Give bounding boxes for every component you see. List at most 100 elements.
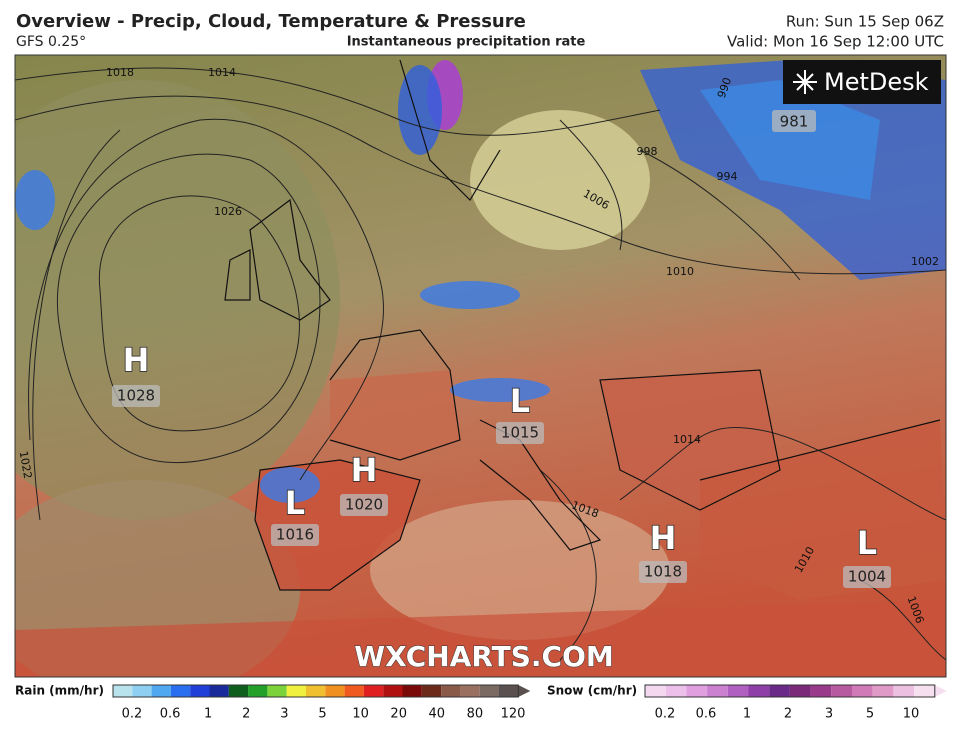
isobar-label: 998 <box>637 145 658 158</box>
valid-time: Valid: Mon 16 Sep 12:00 UTC <box>727 33 944 51</box>
rain-tick-label: 3 <box>280 707 288 722</box>
rain-tick-label: 0.6 <box>160 707 181 722</box>
map-area: 1018 1014 1026 1022 1006 1010 1002 994 9… <box>15 55 946 677</box>
logo-icon <box>793 70 817 94</box>
isobar-label: 1014 <box>208 66 236 79</box>
precipitation-area <box>700 80 880 200</box>
rain-scale <box>248 685 268 697</box>
pressure-value: 1028 <box>117 387 155 405</box>
snow-tick-label: 0.6 <box>696 707 717 722</box>
cloud-free-area <box>470 110 650 250</box>
rain-scale <box>209 685 229 697</box>
pressure-box <box>271 524 319 546</box>
snow-tick-label: 3 <box>825 707 833 722</box>
run-time: Run: Sun 15 Sep 06Z <box>786 13 944 31</box>
snow-scale <box>914 685 935 697</box>
snow-scale <box>665 685 687 697</box>
rain-scale <box>363 685 384 697</box>
pressure-letter: H <box>123 341 150 379</box>
rain-tick-label: 40 <box>429 707 446 722</box>
rain-tick-label: 10 <box>352 707 369 722</box>
logo: MetDesk <box>824 68 929 96</box>
precipitation-area <box>450 378 550 402</box>
rain-tick-label: 120 <box>501 707 526 722</box>
snow-scale <box>872 685 894 697</box>
rain-scale <box>460 685 480 697</box>
precipitation-area <box>398 65 442 155</box>
precipitation-area <box>420 281 520 309</box>
pressure-value: 1016 <box>276 526 314 544</box>
watermark: WXCHARTS.COM <box>354 640 614 673</box>
product: Instantaneous precipitation rate <box>347 35 586 50</box>
snow-scale <box>831 685 852 697</box>
rain-scale <box>344 685 364 697</box>
isobar-label: 1010 <box>666 265 694 278</box>
snow-tick-label: 1 <box>743 707 751 722</box>
model: GFS 0.25° <box>16 34 86 50</box>
pressure-letter: H <box>650 519 677 557</box>
snow-tick-label: 2 <box>784 707 792 722</box>
snow-scale-frame <box>644 684 936 698</box>
snow-scale <box>769 685 790 697</box>
isobar-label: 1018 <box>106 66 134 79</box>
rain-tick-label: 2 <box>242 707 250 722</box>
snow-scale-arrow <box>934 685 947 697</box>
rain-tick-label: 5 <box>318 707 326 722</box>
rain-scale <box>421 685 442 697</box>
pressure-letter: L <box>285 484 305 522</box>
pressure-box <box>843 566 891 588</box>
coastlines <box>224 59 941 591</box>
snow-scale <box>645 685 666 697</box>
pressure-box <box>112 385 160 407</box>
pressure-letter: L <box>510 382 530 420</box>
rain-scale <box>132 685 152 697</box>
low-value: 981 <box>780 113 809 131</box>
map-frame <box>14 54 947 678</box>
precipitation-area <box>15 170 55 230</box>
ocean-area <box>15 80 340 520</box>
rain-scale <box>499 685 519 697</box>
snow-scale <box>748 685 770 697</box>
rain-scale <box>228 685 249 697</box>
rain-scale <box>479 685 499 697</box>
rain-scale <box>113 685 133 697</box>
isobar-label: 1002 <box>911 255 939 268</box>
snow-scale <box>893 685 915 697</box>
snow-scale <box>810 685 832 697</box>
pressure-value: 1018 <box>644 563 682 581</box>
snow-tick-label: 0.2 <box>655 707 676 722</box>
rain-tick-label: 0.2 <box>122 707 143 722</box>
rain-scale-arrow <box>518 685 531 697</box>
rain-tick-label: 20 <box>390 707 407 722</box>
pressure-centers: H 1028 H 1020 L 1016 L 1015 H 1018 L 1004 <box>112 340 891 588</box>
snow-tick-label: 10 <box>903 707 920 722</box>
pressure-box <box>772 110 816 132</box>
rain-scale <box>306 685 326 697</box>
pressure-value: 1004 <box>848 568 886 586</box>
pressure-value: 1020 <box>345 496 383 514</box>
precipitation-area <box>260 467 320 503</box>
rain-scale <box>267 685 287 697</box>
rain-tick-label: 80 <box>467 707 484 722</box>
isobar-label: 994 <box>717 170 738 183</box>
pressure-box <box>340 494 388 516</box>
rain-scale <box>383 685 403 697</box>
snow-scale <box>789 685 811 697</box>
pressure-letter: L <box>857 524 877 562</box>
pressure-letter: H <box>351 451 378 489</box>
isobar-label: 1014 <box>673 433 701 446</box>
title: Overview - Precip, Cloud, Temperature & … <box>16 11 526 32</box>
rain-tick-label: 1 <box>204 707 212 722</box>
legend: 0.2 0.6 1 2 3 5 10 20 40 80 120 0.2 0.6 1 2 3 5 10 <box>112 684 947 722</box>
rain-scale-frame <box>112 684 519 698</box>
rain-scale <box>286 685 306 697</box>
snow-legend-label: Snow (cm/hr) <box>547 684 637 698</box>
rain-scale <box>170 685 191 697</box>
snow-scale <box>686 685 708 697</box>
snow-scale <box>707 685 728 697</box>
rain-legend-label: Rain (mm/hr) <box>15 684 104 698</box>
land-africa <box>15 600 946 677</box>
isobar-label: 1022 <box>17 450 35 480</box>
rain-scale <box>151 685 171 697</box>
